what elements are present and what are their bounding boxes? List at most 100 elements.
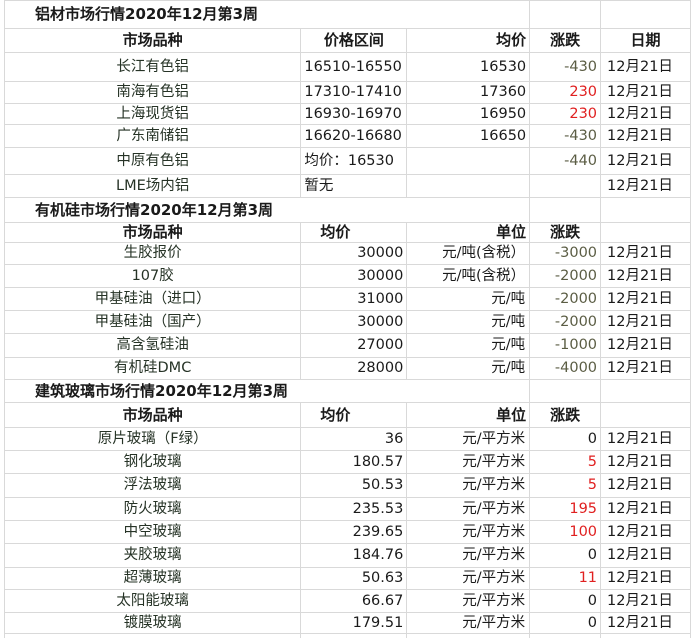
empty-cell[interactable] bbox=[600, 379, 691, 403]
change-cell[interactable]: -4000 bbox=[529, 357, 602, 380]
change-cell[interactable]: 11 bbox=[529, 567, 602, 590]
value-cell[interactable] bbox=[406, 147, 531, 175]
value-cell[interactable]: 27000 bbox=[300, 333, 408, 358]
value-cell[interactable]: 元/平方米 bbox=[406, 427, 531, 451]
change-cell[interactable]: -430 bbox=[529, 124, 602, 148]
empty-cell[interactable] bbox=[529, 379, 602, 403]
change-cell[interactable]: -3000 bbox=[529, 242, 602, 265]
date-cell[interactable]: 12月21日 bbox=[600, 124, 691, 148]
item-name-cell[interactable]: 防火玻璃 bbox=[3, 497, 302, 521]
change-cell[interactable]: 0 bbox=[529, 427, 602, 451]
value-cell[interactable]: 66.67 bbox=[300, 589, 408, 613]
empty-cell[interactable] bbox=[3, 633, 302, 638]
value-cell[interactable]: 元/平方米 bbox=[406, 589, 531, 613]
value-cell[interactable]: 16620-16680 bbox=[300, 124, 408, 148]
item-name-cell[interactable]: 甲基硅油（国产） bbox=[3, 310, 302, 334]
value-cell[interactable]: 均价：16530 bbox=[300, 147, 408, 175]
item-name-cell[interactable]: 镀膜玻璃 bbox=[3, 612, 302, 634]
date-cell[interactable]: 12月21日 bbox=[600, 612, 691, 634]
value-cell[interactable]: 元/平方米 bbox=[406, 450, 531, 474]
section-title[interactable]: 建筑玻璃市场行情2020年12月第3周 bbox=[3, 379, 407, 403]
value-cell[interactable]: 暂无 bbox=[300, 174, 408, 198]
item-name-cell[interactable]: 上海现货铝 bbox=[3, 103, 302, 125]
date-cell[interactable]: 12月21日 bbox=[600, 333, 691, 358]
empty-cell[interactable] bbox=[529, 197, 602, 223]
change-cell[interactable]: -440 bbox=[529, 147, 602, 175]
item-name-cell[interactable]: 107胶 bbox=[3, 264, 302, 288]
value-cell[interactable]: 239.65 bbox=[300, 520, 408, 544]
column-header[interactable] bbox=[600, 402, 691, 428]
value-cell[interactable]: 16930-16970 bbox=[300, 103, 408, 125]
change-cell[interactable]: -2000 bbox=[529, 264, 602, 288]
value-cell[interactable]: 元/吨 bbox=[406, 333, 531, 358]
change-cell[interactable]: -2000 bbox=[529, 287, 602, 311]
change-cell[interactable]: -430 bbox=[529, 52, 602, 82]
empty-cell[interactable] bbox=[529, 0, 602, 29]
item-name-cell[interactable]: 原片玻璃（F绿） bbox=[3, 427, 302, 451]
column-header[interactable]: 市场品种 bbox=[3, 28, 302, 53]
column-header[interactable]: 涨跌 bbox=[529, 402, 602, 428]
value-cell[interactable]: 235.53 bbox=[300, 497, 408, 521]
item-name-cell[interactable]: 南海有色铝 bbox=[3, 81, 302, 104]
date-cell[interactable]: 12月21日 bbox=[600, 147, 691, 175]
empty-cell[interactable] bbox=[406, 0, 531, 29]
column-header[interactable] bbox=[600, 222, 691, 243]
value-cell[interactable]: 50.63 bbox=[300, 567, 408, 590]
value-cell[interactable]: 31000 bbox=[300, 287, 408, 311]
value-cell[interactable]: 元/吨(含税） bbox=[406, 242, 531, 265]
value-cell[interactable]: 元/吨(含税） bbox=[406, 264, 531, 288]
value-cell[interactable]: 50.53 bbox=[300, 473, 408, 498]
value-cell[interactable]: 28000 bbox=[300, 357, 408, 380]
value-cell[interactable]: 元/平方米 bbox=[406, 497, 531, 521]
value-cell[interactable]: 元/平方米 bbox=[406, 543, 531, 568]
value-cell[interactable] bbox=[406, 174, 531, 198]
change-cell[interactable]: -1000 bbox=[529, 333, 602, 358]
value-cell[interactable]: 元/平方米 bbox=[406, 612, 531, 634]
column-header[interactable]: 涨跌 bbox=[529, 28, 602, 53]
value-cell[interactable]: 元/平方米 bbox=[406, 473, 531, 498]
value-cell[interactable]: 元/平方米 bbox=[406, 567, 531, 590]
value-cell[interactable]: 180.57 bbox=[300, 450, 408, 474]
column-header[interactable]: 均价 bbox=[406, 28, 531, 53]
value-cell[interactable]: 元/吨 bbox=[406, 287, 531, 311]
empty-cell[interactable] bbox=[406, 633, 531, 638]
item-name-cell[interactable]: 甲基硅油（进口） bbox=[3, 287, 302, 311]
empty-cell[interactable] bbox=[406, 197, 531, 223]
item-name-cell[interactable]: 太阳能玻璃 bbox=[3, 589, 302, 613]
date-cell[interactable]: 12月21日 bbox=[600, 242, 691, 265]
column-header[interactable]: 日期 bbox=[600, 28, 691, 53]
value-cell[interactable]: 17310-17410 bbox=[300, 81, 408, 104]
change-cell[interactable]: -2000 bbox=[529, 310, 602, 334]
column-header[interactable]: 涨跌 bbox=[529, 222, 602, 243]
item-name-cell[interactable]: 超薄玻璃 bbox=[3, 567, 302, 590]
change-cell[interactable]: 195 bbox=[529, 497, 602, 521]
section-title[interactable]: 有机硅市场行情2020年12月第3周 bbox=[3, 197, 407, 223]
column-header[interactable]: 市场品种 bbox=[3, 222, 302, 243]
item-name-cell[interactable]: 长江有色铝 bbox=[3, 52, 302, 82]
value-cell[interactable]: 元/平方米 bbox=[406, 520, 531, 544]
column-header[interactable]: 均价 bbox=[300, 222, 408, 243]
value-cell[interactable]: 184.76 bbox=[300, 543, 408, 568]
column-header[interactable]: 单位 bbox=[406, 222, 531, 243]
date-cell[interactable]: 12月21日 bbox=[600, 174, 691, 198]
column-header[interactable]: 价格区间 bbox=[300, 28, 408, 53]
date-cell[interactable]: 12月21日 bbox=[600, 103, 691, 125]
column-header[interactable]: 均价 bbox=[300, 402, 408, 428]
date-cell[interactable]: 12月21日 bbox=[600, 310, 691, 334]
change-cell[interactable]: 100 bbox=[529, 520, 602, 544]
item-name-cell[interactable]: 中空玻璃 bbox=[3, 520, 302, 544]
change-cell[interactable]: 0 bbox=[529, 612, 602, 634]
date-cell[interactable]: 12月21日 bbox=[600, 52, 691, 82]
change-cell[interactable] bbox=[529, 174, 602, 198]
change-cell[interactable]: 0 bbox=[529, 543, 602, 568]
date-cell[interactable]: 12月21日 bbox=[600, 357, 691, 380]
date-cell[interactable]: 12月21日 bbox=[600, 520, 691, 544]
section-title[interactable]: 铝材市场行情2020年12月第3周 bbox=[3, 0, 407, 29]
value-cell[interactable]: 30000 bbox=[300, 310, 408, 334]
date-cell[interactable]: 12月21日 bbox=[600, 264, 691, 288]
value-cell[interactable]: 16530 bbox=[406, 52, 531, 82]
empty-cell[interactable] bbox=[600, 633, 691, 638]
date-cell[interactable]: 12月21日 bbox=[600, 450, 691, 474]
empty-cell[interactable] bbox=[406, 379, 531, 403]
value-cell[interactable]: 元/吨 bbox=[406, 310, 531, 334]
